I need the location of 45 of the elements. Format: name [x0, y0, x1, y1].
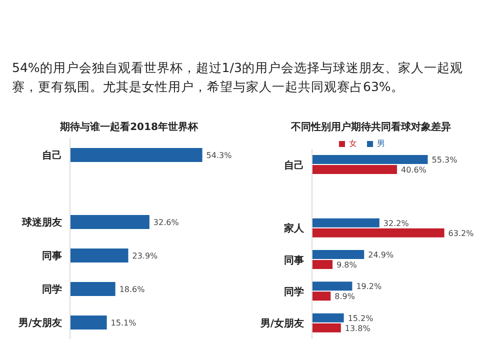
y-tick-label: 同学: [284, 286, 304, 298]
data-label: 13.8%: [344, 324, 371, 333]
text: 54%的用户会独自观看世界杯，超过1/3的用户会选择与球迷朋友、家人一起观赛，更有氛围。尤其是女性用户，希望与家人一起共同观赛占63%。: [12, 59, 464, 96]
bar: [312, 323, 341, 332]
data-label: 32.6%: [153, 218, 180, 227]
chart-title: 不同性别用户期待共同看球对象差异: [290, 120, 452, 135]
data-label: 19.2%: [356, 282, 382, 292]
data-label: 24.9%: [368, 250, 394, 260]
data-label: 55.3%: [432, 156, 458, 164]
bar: [70, 215, 150, 229]
bar: [70, 148, 202, 162]
bar: [70, 316, 107, 330]
y-tick-label: 自己: [42, 149, 62, 162]
bar: [312, 313, 344, 322]
y-tick-label: 男/女朋友: [259, 318, 304, 330]
bar: [70, 282, 116, 296]
legend-label: 男: [377, 139, 385, 148]
y-tick-label: 同学: [42, 283, 62, 296]
legend-label: 女: [349, 139, 357, 148]
y-tick-label: 家人: [283, 222, 305, 235]
bar: [312, 250, 364, 259]
bar: [312, 260, 333, 269]
bar: [70, 248, 128, 262]
data-label: 54.3%: [206, 151, 232, 160]
bar: [312, 218, 380, 228]
chart-title: 期待与谁一起看2018年世界杯: [59, 120, 199, 135]
data-label: 32.2%: [383, 218, 410, 228]
y-tick-label: 男/女朋友: [17, 316, 62, 329]
bar: [312, 165, 397, 174]
bar: [312, 155, 428, 164]
data-label: 40.6%: [400, 166, 427, 174]
data-label: 18.6%: [119, 285, 146, 294]
bar: [312, 228, 444, 238]
y-tick-label: 同事: [284, 254, 304, 266]
data-label: 23.9%: [132, 252, 158, 260]
y-tick-label: 同事: [42, 250, 62, 262]
data-label: 15.2%: [348, 314, 374, 323]
data-label: 15.1%: [110, 318, 137, 328]
y-tick-label: 自己: [284, 159, 304, 172]
data-label: 63.2%: [448, 228, 474, 238]
data-label: 8.9%: [334, 292, 356, 302]
y-tick-label: 球迷朋友: [21, 216, 62, 228]
bar: [312, 282, 352, 291]
data-label: 9.8%: [336, 260, 358, 270]
bar: [312, 292, 331, 301]
